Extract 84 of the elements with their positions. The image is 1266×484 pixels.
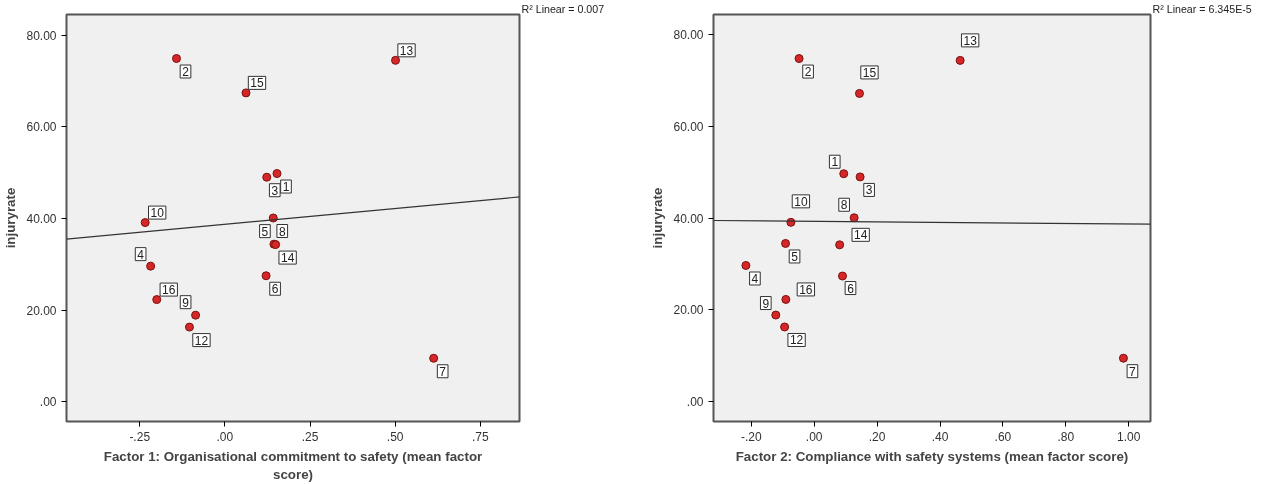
point [837,271,847,281]
y-tick-label: 40.00 [26,211,57,226]
annotation: 12 [194,333,209,348]
x-tick-label: .25 [301,429,319,444]
annotation: 2 [804,65,812,80]
annotation: 5 [791,249,799,264]
annotation: 3 [271,183,279,198]
point [272,169,282,179]
point [191,310,201,320]
annotation: 1 [282,180,290,195]
point [855,172,865,182]
annotation: 6 [271,282,279,297]
y-axis-title: injuryrate [3,187,19,249]
y-tick-label: 20.00 [26,303,57,318]
point [854,88,864,98]
point [781,294,791,304]
point [835,240,845,250]
annotation: 8 [840,198,848,213]
text: R² Linear = 6.345E-5 [1152,2,1252,15]
annotation: 5 [261,224,269,239]
point [780,322,790,332]
y-tick-label: 60.00 [26,120,57,135]
x-tick-label: -.20 [740,429,762,444]
point [1118,353,1128,363]
x-tick-label: .60 [994,429,1012,444]
point [262,172,272,182]
annotation: 12 [789,333,804,348]
point [184,322,194,332]
point [794,54,804,64]
point [146,261,156,271]
y-tick-label: 60.00 [673,119,704,134]
x-tick-label: .80 [1057,429,1075,444]
annotation: 15 [250,76,264,91]
annotation: 14 [853,228,868,243]
y-tick-label: 20.00 [673,303,704,318]
annotation: 7 [1129,364,1137,379]
annotation: 6 [847,281,855,296]
point [152,295,162,305]
x-tick-label: .50 [386,429,404,444]
annotation: 14 [280,251,295,266]
annotation: 16 [162,283,176,298]
annotation: 9 [762,296,770,311]
annotation: 16 [799,282,813,297]
annotation: 1 [831,155,839,170]
annotation: 10 [150,206,165,221]
x-tick-label: .00 [805,429,823,444]
y-tick-label: 40.00 [673,211,704,226]
x-axis-title: Factor 2: Compliance with safety systems (mean factor score) [735,448,1129,464]
point [140,218,150,228]
point [781,238,791,248]
annotation: 13 [399,43,414,58]
point [839,169,849,179]
point [741,261,751,270]
x-tick-label: .00 [216,429,234,444]
x-axis-title: Factor 1: Organisational commitment to safety (mean factor score) [103,448,483,482]
x-tick-label: .40 [931,429,949,444]
x-tick-label: .75 [471,429,489,444]
y-tick-label: .00 [39,395,57,410]
annotation: 15 [862,65,877,80]
point [261,271,271,281]
y-tick-label: .00 [686,395,704,410]
annotation: 10 [794,194,808,209]
annotation: 9 [182,295,190,310]
y-axis-title: injuryrate [650,187,666,249]
annotation: 8 [278,224,286,239]
text: R² Linear = 0.007 [521,2,605,15]
annotation: 4 [137,247,145,262]
annotation: 2 [182,65,190,79]
annotation: 13 [963,33,978,48]
point [771,310,781,320]
y-tick-label: 80.00 [26,28,57,43]
x-tick-label: .20 [868,429,886,444]
x-tick-label: 1.00 [1117,429,1141,444]
annotation: 3 [865,183,873,198]
point [955,55,965,65]
point [172,54,182,63]
point [241,88,251,98]
x-tick-label: -.25 [129,429,151,444]
annotation: 4 [751,271,759,286]
point [849,213,859,223]
y-tick-label: 80.00 [673,28,704,43]
annotation: 7 [439,364,447,379]
point [391,55,401,65]
point [429,353,439,363]
